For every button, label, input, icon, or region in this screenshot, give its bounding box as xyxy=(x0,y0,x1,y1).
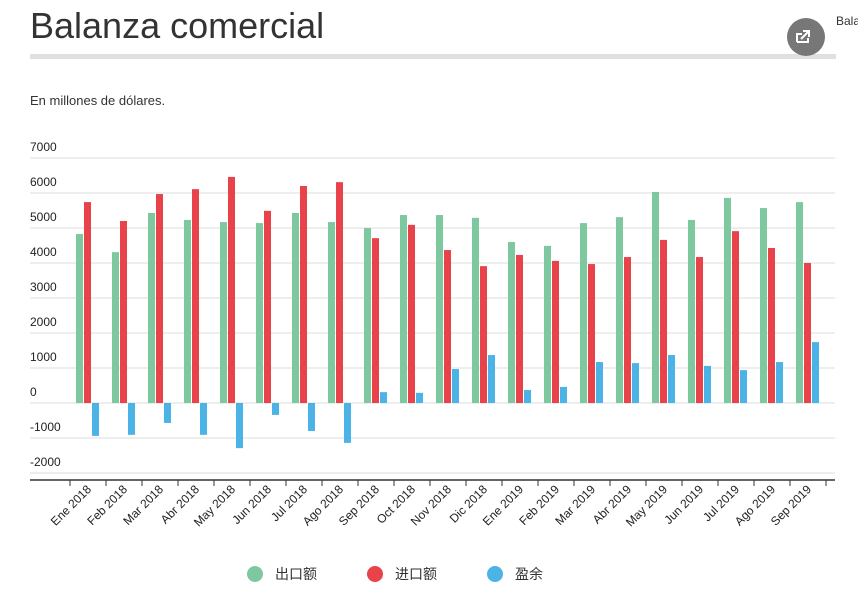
bar xyxy=(92,403,99,436)
bar xyxy=(292,212,299,403)
bar xyxy=(588,264,595,403)
bar xyxy=(84,202,91,403)
bar xyxy=(344,403,351,443)
bar xyxy=(228,176,235,403)
bar xyxy=(380,392,387,403)
bar xyxy=(552,260,559,403)
y-tick-label: -1000 xyxy=(30,420,61,434)
bar xyxy=(724,197,731,403)
bar xyxy=(308,403,315,431)
bar xyxy=(272,403,279,415)
share-icon xyxy=(796,30,810,43)
bar xyxy=(436,215,443,403)
bar xyxy=(220,222,227,403)
y-tick-label: 7000 xyxy=(30,140,57,154)
bar xyxy=(740,370,747,403)
legend-label: 进口额 xyxy=(395,566,437,582)
bar xyxy=(580,223,587,403)
sidebar-text: Bala xyxy=(836,14,858,28)
bar xyxy=(760,208,767,403)
bar xyxy=(508,242,515,403)
bar xyxy=(336,182,343,403)
bar xyxy=(164,403,171,423)
bar xyxy=(688,219,695,403)
bar xyxy=(364,228,371,403)
bar xyxy=(768,247,775,403)
chart-subtitle: En millones de dólares. xyxy=(30,93,165,108)
bar xyxy=(596,362,603,403)
legend-swatch xyxy=(487,566,503,582)
bar xyxy=(192,189,199,403)
bar xyxy=(544,245,551,403)
legend-label: 出口额 xyxy=(275,566,317,582)
y-tick-label: 1000 xyxy=(30,350,57,364)
legend-swatch xyxy=(367,566,383,582)
bar xyxy=(416,392,423,403)
bar xyxy=(300,186,307,403)
x-tick-label: Mar 2018 xyxy=(120,482,166,528)
bar xyxy=(444,250,451,403)
bar xyxy=(184,219,191,403)
y-tick-label: 4000 xyxy=(30,245,57,259)
bar xyxy=(236,403,243,449)
bar xyxy=(480,266,487,403)
bar xyxy=(696,257,703,403)
y-tick-label: 2000 xyxy=(30,315,57,329)
bar xyxy=(668,355,675,403)
bar xyxy=(200,403,207,435)
share-button[interactable] xyxy=(787,18,825,56)
bar xyxy=(804,263,811,403)
y-tick-label: 6000 xyxy=(30,175,57,189)
bar xyxy=(408,224,415,403)
bar xyxy=(128,403,135,435)
bar xyxy=(400,215,407,403)
bar xyxy=(796,202,803,403)
bar xyxy=(524,390,531,403)
bar xyxy=(488,355,495,403)
x-tick-label: Jun 2019 xyxy=(661,482,706,527)
x-tick-label: Jun 2018 xyxy=(229,482,274,527)
bar xyxy=(148,212,155,403)
bar xyxy=(616,217,623,403)
bar xyxy=(256,223,263,403)
bar xyxy=(560,386,567,403)
x-tick-label: Mar 2019 xyxy=(552,482,598,528)
bar xyxy=(452,369,459,403)
bar xyxy=(776,362,783,403)
bar xyxy=(472,217,479,403)
bar xyxy=(120,221,127,403)
bar xyxy=(372,238,379,403)
bar xyxy=(812,342,819,403)
bar xyxy=(516,254,523,403)
bar xyxy=(112,252,119,403)
y-tick-label: 0 xyxy=(30,385,37,399)
legend-label: 盈余 xyxy=(515,566,543,582)
title-underline xyxy=(30,54,836,59)
bar xyxy=(732,231,739,403)
chart-title: Balanza comercial xyxy=(30,5,324,46)
legend-swatch xyxy=(247,566,263,582)
y-tick-label: 5000 xyxy=(30,210,57,224)
y-tick-label: 3000 xyxy=(30,280,57,294)
bar xyxy=(328,222,335,403)
y-tick-label: -2000 xyxy=(30,455,61,469)
bar xyxy=(704,365,711,403)
bar xyxy=(76,233,83,403)
bar xyxy=(156,194,163,403)
bar xyxy=(264,210,271,403)
bar xyxy=(632,363,639,403)
bar xyxy=(660,239,667,403)
bar xyxy=(624,257,631,403)
bar xyxy=(652,191,659,403)
